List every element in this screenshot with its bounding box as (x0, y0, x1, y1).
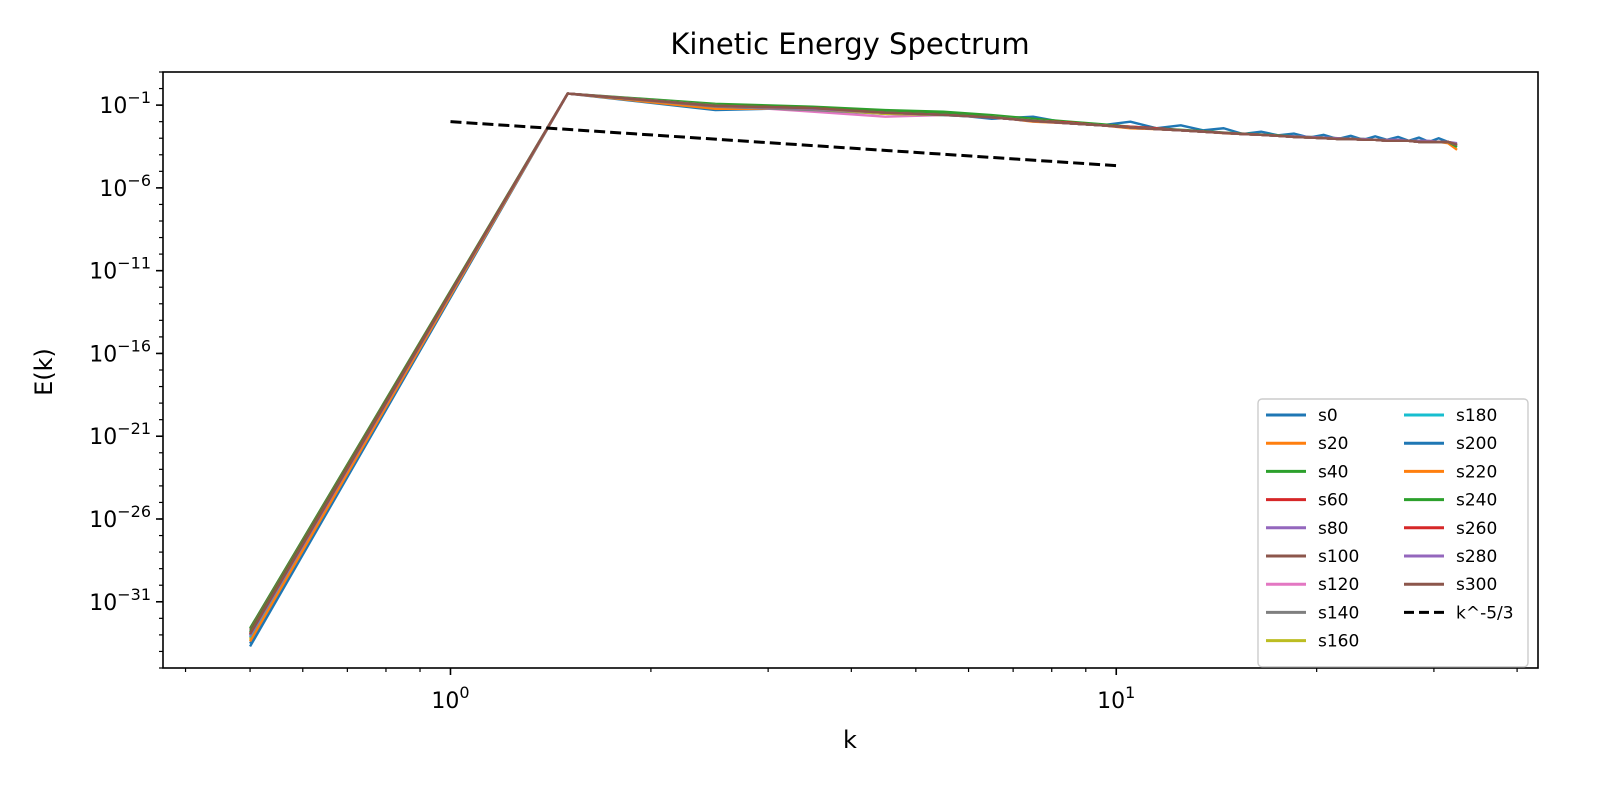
legend-label: s240 (1456, 491, 1497, 511)
y-tick-label: 10−6 (99, 171, 151, 202)
legend-box (1257, 398, 1529, 668)
legend-label: s280 (1456, 547, 1497, 567)
legend-label: s160 (1318, 632, 1359, 652)
legend-entry-s280: s280 (1404, 547, 1497, 567)
chart-title: Kinetic Energy Spectrum (670, 27, 1029, 61)
legend-entry-s0: s0 (1266, 406, 1338, 426)
legend-label: s260 (1456, 519, 1497, 539)
legend-label: s120 (1318, 575, 1359, 595)
y-tick-label: 10−1 (99, 88, 151, 119)
legend-label: s0 (1318, 406, 1338, 426)
legend: s0 s20 s40 s60 s80 s100 s120 s140 s160 s180 s200 s2… (1257, 398, 1529, 668)
legend-label: s200 (1456, 434, 1497, 454)
x-tick-label: 101 (1097, 683, 1135, 714)
legend-entry-s300: s300 (1404, 575, 1497, 595)
reference-layer (450, 120, 1117, 168)
legend-label: s100 (1318, 547, 1359, 567)
legend-entry-s260: s260 (1404, 519, 1497, 539)
y-tick-label: 10−31 (89, 585, 151, 616)
x-axis: 100 101 (184, 668, 1518, 714)
legend-entry-s180: s180 (1404, 406, 1497, 426)
legend-label: s80 (1318, 519, 1349, 539)
legend-label: k^-5/3 (1456, 603, 1514, 623)
y-axis: 10−1 10−6 10−11 10−16 10−21 10−26 10−31 (89, 71, 163, 669)
legend-label: s140 (1318, 603, 1359, 623)
legend-entry-s160: s160 (1266, 632, 1359, 652)
legend-label: s60 (1318, 491, 1349, 511)
y-tick-label: 10−11 (89, 254, 151, 285)
y-axis-label: E(k) (30, 348, 58, 396)
legend-entry-s20: s20 (1266, 434, 1349, 454)
legend-label: s180 (1456, 406, 1497, 426)
legend-entry-s240: s240 (1404, 491, 1497, 511)
x-axis-label: k (843, 726, 857, 754)
y-tick-label: 10−16 (89, 336, 151, 367)
legend-entry-s80: s80 (1266, 519, 1349, 539)
legend-entry-s220: s220 (1404, 462, 1497, 482)
legend-entry-s200: s200 (1404, 434, 1497, 454)
legend-entry-s120: s120 (1266, 575, 1359, 595)
x-tick-label: 100 (431, 683, 469, 714)
legend-entry-s100: s100 (1266, 547, 1359, 567)
series-layer (249, 92, 1458, 648)
legend-label: s300 (1456, 575, 1497, 595)
series-line-s300 (249, 92, 1458, 635)
legend-label: s220 (1456, 462, 1497, 482)
y-tick-label: 10−21 (89, 419, 151, 450)
legend-entry-s140: s140 (1266, 603, 1359, 623)
legend-entry-k^-5/3: k^-5/3 (1404, 603, 1514, 623)
legend-entry-s40: s40 (1266, 462, 1349, 482)
reference-line (450, 120, 1117, 168)
legend-label: s20 (1318, 434, 1349, 454)
y-tick-label: 10−26 (89, 502, 151, 533)
legend-label: s40 (1318, 462, 1349, 482)
legend-entry-s60: s60 (1266, 491, 1349, 511)
